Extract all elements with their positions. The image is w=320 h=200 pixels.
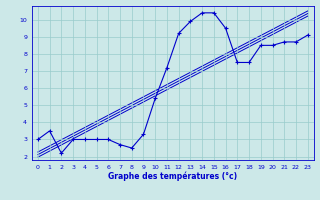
X-axis label: Graphe des températures (°c): Graphe des températures (°c) [108, 171, 237, 181]
